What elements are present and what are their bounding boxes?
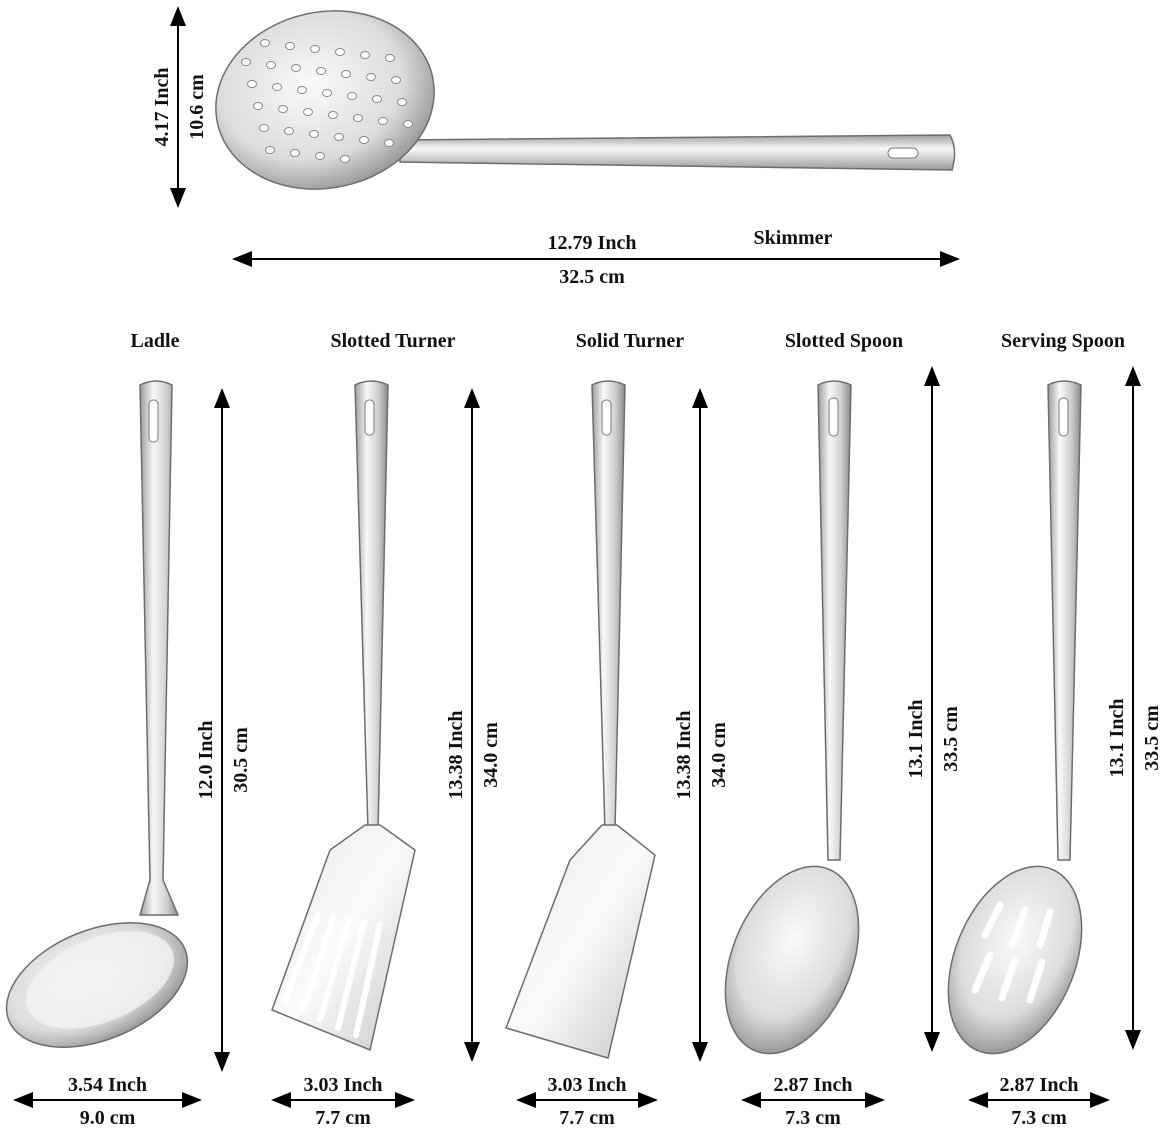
serving-spoon-title: Serving Spoon (1001, 330, 1125, 352)
skimmer-title: Skimmer (754, 227, 833, 249)
skimmer-hole (265, 146, 275, 154)
skimmer-hole (266, 61, 276, 69)
skimmer-hole (378, 117, 388, 125)
skimmer-hole (385, 54, 395, 62)
skimmer-hole (278, 105, 288, 113)
serving-spoon-length-inch: 13.1 Inch (1106, 699, 1128, 778)
skimmer-hole (303, 108, 313, 116)
skimmer-hole (316, 67, 326, 75)
skimmer-hole (253, 102, 263, 110)
skimmer-hole (297, 86, 307, 94)
skimmer-hole (322, 89, 332, 97)
solid-turner-length-cm: 34.0 cm (708, 722, 730, 788)
skimmer-hole (360, 51, 370, 59)
skimmer-hole (353, 114, 363, 122)
ladle-width-inch: 3.54 Inch (68, 1074, 147, 1096)
skimmer-hole (315, 152, 325, 160)
skimmer-hole (334, 133, 344, 141)
slotted-turner-title: Slotted Turner (330, 330, 455, 352)
serving-spoon-illustration (947, 380, 1083, 1055)
ladle-length-inch: 12.0 Inch (195, 721, 217, 800)
solid-turner-title: Solid Turner (576, 330, 685, 352)
slotted-spoon-length-inch: 13.1 Inch (905, 700, 927, 779)
skimmer-hole (259, 124, 269, 132)
serving-spoon-length-cm: 33.5 cm (1141, 705, 1162, 771)
skimmer-hole (284, 127, 294, 135)
skimmer-illustration (215, 10, 956, 190)
skimmer-hole (335, 48, 345, 56)
skimmer-hole (328, 111, 338, 119)
slotted-turner-length-cm: 34.0 cm (480, 722, 502, 788)
solid-turner-illustration (505, 380, 656, 1059)
skimmer-hole (366, 73, 376, 81)
skimmer-hole (340, 155, 350, 163)
serving-spoon-width-cm: 7.3 cm (1011, 1107, 1067, 1128)
skimmer-hole (384, 139, 394, 147)
skimmer-hole (291, 64, 301, 72)
skimmer-hole (359, 136, 369, 144)
ladle-length-cm: 30.5 cm (230, 727, 252, 793)
skimmer-hole (310, 45, 320, 53)
serving-spoon-width-inch: 2.87 Inch (1000, 1074, 1079, 1096)
slotted-turner-width-inch: 3.03 Inch (304, 1074, 383, 1096)
skimmer-hole (260, 39, 270, 47)
skimmer-hole (347, 92, 357, 100)
solid-turner-width-inch: 3.03 Inch (548, 1074, 627, 1096)
slotted-spoon-width-inch: 2.87 Inch (774, 1074, 853, 1096)
skimmer-width-cm: 32.5 cm (559, 266, 625, 288)
ladle-illustration (5, 380, 189, 1048)
skimmer-hole (391, 76, 401, 84)
skimmer-hole (403, 120, 413, 128)
slotted-turner-illustration (271, 380, 416, 1052)
slotted-spoon-length-cm: 33.5 cm (940, 706, 962, 772)
solid-turner-length-inch: 13.38 Inch (673, 711, 695, 800)
slotted-turner-width-cm: 7.7 cm (315, 1107, 371, 1128)
skimmer-hole (285, 42, 295, 50)
skimmer-hole (309, 130, 319, 138)
slotted-spoon-width-cm: 7.3 cm (785, 1107, 841, 1128)
ladle-title: Ladle (131, 330, 180, 352)
skimmer-hole (241, 58, 251, 66)
skimmer-hole (290, 149, 300, 157)
skimmer-height-inch: 4.17 Inch (151, 68, 173, 147)
skimmer-hole (341, 70, 351, 78)
skimmer-hole (397, 98, 407, 106)
skimmer-hole (372, 95, 382, 103)
slotted-spoon-title: Slotted Spoon (785, 330, 903, 352)
solid-turner-width-cm: 7.7 cm (559, 1107, 615, 1128)
skimmer-hole (247, 80, 257, 88)
ladle-width-cm: 9.0 cm (80, 1107, 136, 1128)
skimmer-width-inch: 12.79 Inch (548, 232, 637, 254)
slotted-turner-length-inch: 13.38 Inch (445, 711, 467, 800)
skimmer-height-cm: 10.6 cm (186, 74, 208, 140)
slotted-spoon-illustration (724, 380, 860, 1055)
skimmer-hole (272, 83, 282, 91)
